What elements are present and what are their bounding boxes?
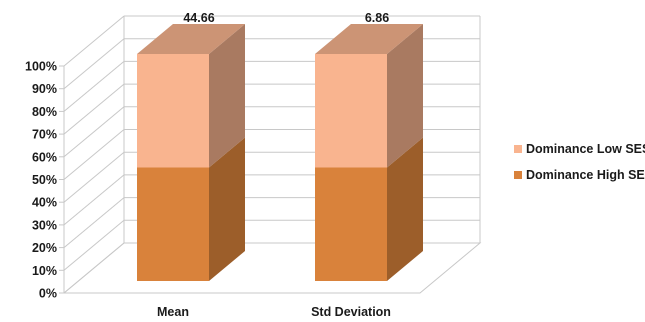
legend: Dominance Low SES Dominance High SES (514, 142, 645, 182)
annotations: 44.66 6.86 (183, 11, 389, 25)
gridline-side (63, 15, 125, 67)
bar-segment-0-0 (137, 167, 209, 281)
gridline-side (63, 151, 125, 203)
y-tick-label: 10% (32, 264, 57, 278)
gridline-side (63, 242, 125, 294)
bar-top-1 (315, 24, 423, 54)
y-tick-label: 40% (32, 196, 57, 210)
x-category-label: Mean (157, 305, 189, 319)
bar-side-0-1 (209, 24, 245, 168)
legend-swatch (514, 171, 522, 179)
gridline-side (63, 38, 125, 90)
bar-side-1-1 (387, 24, 423, 168)
bars (137, 24, 423, 281)
bar-annotation: 44.66 (183, 11, 214, 25)
bar-top-0 (137, 24, 245, 54)
gridline-side (63, 129, 125, 180)
gridline-side (63, 106, 125, 158)
bar-side-0-0 (209, 137, 245, 281)
gridline-side (63, 219, 125, 271)
y-tick-label: 70% (32, 128, 57, 142)
legend-label: Dominance High SES (526, 168, 645, 182)
y-tick-label: 50% (32, 173, 57, 187)
gridline-side (63, 61, 125, 112)
legend-label: Dominance Low SES (526, 142, 645, 156)
bar-segment-0-1 (137, 54, 209, 168)
y-tick-label: 60% (32, 150, 57, 164)
x-category-label: Std Deviation (311, 305, 391, 319)
y-tick-label: 100% (25, 60, 57, 74)
gridline-side (63, 83, 125, 135)
x-axis-categories: Mean Std Deviation (157, 305, 391, 319)
bar-side-1-0 (387, 137, 423, 281)
y-tick-label: 80% (32, 105, 57, 119)
bar-segment-1-0 (315, 167, 387, 281)
y-tick-label: 30% (32, 218, 57, 232)
gridline-side (63, 197, 125, 248)
y-tick-label: 20% (32, 241, 57, 255)
legend-swatch (514, 145, 522, 153)
bar-annotation: 6.86 (365, 11, 389, 25)
bar-segment-1-1 (315, 54, 387, 168)
y-tick-label: 90% (32, 82, 57, 96)
gridline-side (63, 174, 125, 226)
y-tick-label: 0% (39, 287, 57, 301)
y-axis-ticks: 0% 10% 20% 30% 40% 50% 60% 70% 80% 90% 100% (25, 60, 57, 301)
